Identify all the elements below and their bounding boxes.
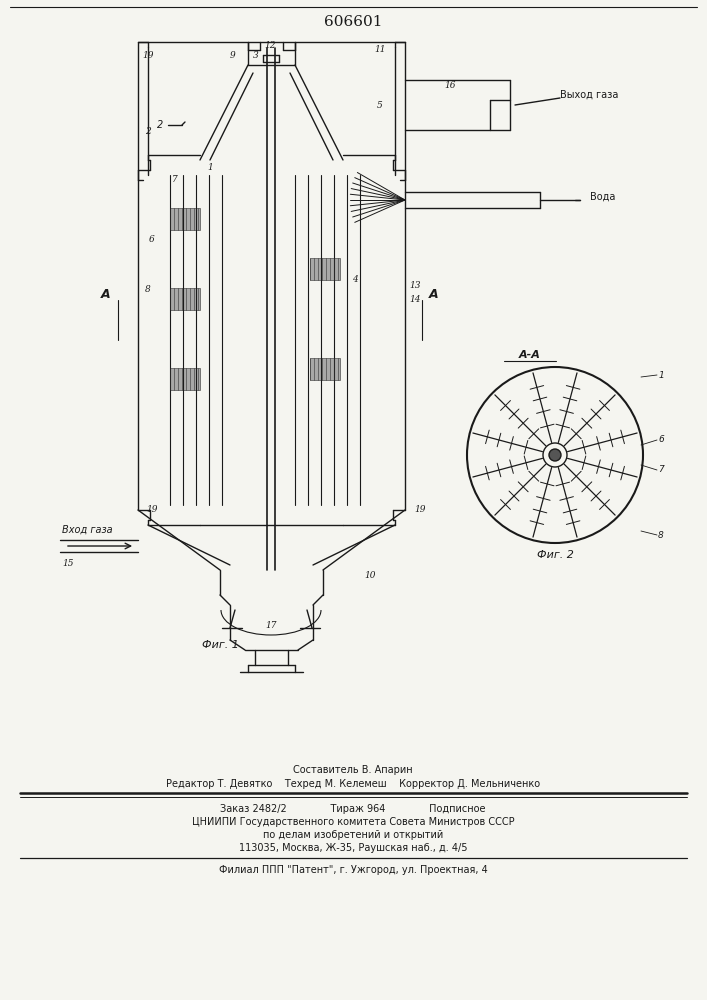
Text: 16: 16	[444, 81, 456, 90]
Text: 8: 8	[658, 530, 664, 540]
Text: 14: 14	[409, 296, 421, 304]
Text: 15: 15	[62, 558, 74, 568]
Text: 11: 11	[374, 45, 386, 54]
Text: 19: 19	[142, 50, 153, 60]
Text: А-А: А-А	[519, 350, 541, 360]
Bar	[170, 288, 200, 310]
Text: 113035, Москва, Ж-35, Раушская наб., д. 4/5: 113035, Москва, Ж-35, Раушская наб., д. …	[239, 843, 467, 853]
Text: ЦНИИПИ Государственного комитета Совета Министров СССР: ЦНИИПИ Государственного комитета Совета …	[192, 817, 514, 827]
Text: 2: 2	[145, 127, 151, 136]
Text: 6: 6	[658, 436, 664, 444]
Text: 7: 7	[172, 176, 178, 184]
Text: по делам изобретений и открытий: по делам изобретений и открытий	[263, 830, 443, 840]
Text: 9: 9	[230, 50, 236, 60]
Text: 8: 8	[145, 286, 151, 294]
Text: Вход газа: Вход газа	[62, 525, 112, 535]
Text: 19: 19	[146, 506, 158, 514]
Text: 1: 1	[658, 370, 664, 379]
Text: Редактор Т. Девятко    Техред М. Келемеш    Корректор Д. Мельниченко: Редактор Т. Девятко Техред М. Келемеш Ко…	[166, 779, 540, 789]
Text: А: А	[429, 288, 439, 302]
Text: 5: 5	[377, 101, 383, 109]
Text: 19: 19	[414, 506, 426, 514]
Text: 3: 3	[253, 50, 259, 60]
Text: 7: 7	[658, 466, 664, 475]
Text: Заказ 2482/2              Тираж 964              Подписное: Заказ 2482/2 Тираж 964 Подписное	[221, 804, 486, 814]
Text: Фиг. 2: Фиг. 2	[537, 550, 573, 560]
Text: 13: 13	[409, 280, 421, 290]
Circle shape	[549, 449, 561, 461]
Text: 1: 1	[207, 163, 213, 172]
Bar	[310, 358, 340, 380]
Text: Составитель В. Апарин: Составитель В. Апарин	[293, 765, 413, 775]
Text: Вода: Вода	[590, 192, 615, 202]
Text: 4: 4	[352, 275, 358, 284]
Text: 17: 17	[265, 620, 276, 630]
Text: 10: 10	[364, 570, 375, 580]
Text: Фиг. 1: Фиг. 1	[201, 640, 238, 650]
Text: 606601: 606601	[324, 15, 382, 29]
Text: Выход газа: Выход газа	[560, 90, 619, 100]
Text: Филиал ППП "Патент", г. Ужгород, ул. Проектная, 4: Филиал ППП "Патент", г. Ужгород, ул. Про…	[218, 865, 487, 875]
Bar	[170, 208, 200, 230]
Bar	[170, 368, 200, 390]
Text: А: А	[101, 288, 111, 302]
Text: 2: 2	[157, 120, 163, 130]
Text: 6: 6	[149, 235, 155, 244]
Text: 12: 12	[264, 40, 276, 49]
Bar	[310, 258, 340, 280]
